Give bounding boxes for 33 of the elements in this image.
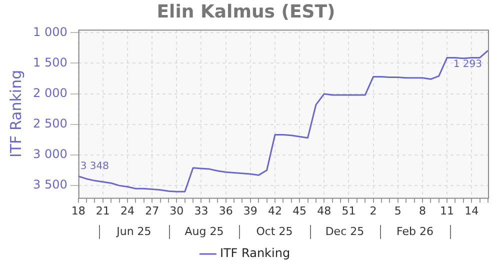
x-tick-label: 39 — [243, 204, 258, 218]
x-tick-label: 8 — [418, 204, 426, 218]
y-tick-label: 1 500 — [32, 55, 68, 70]
y-tick-label: 2 500 — [32, 116, 68, 131]
legend-label: ITF Ranking — [220, 246, 290, 260]
x-tick-label: 33 — [194, 204, 208, 218]
x-tick-label: 2 — [370, 204, 377, 218]
x-tick-label: 24 — [120, 204, 135, 218]
x-tick-label: 27 — [145, 204, 160, 218]
data-label: 1 293 — [453, 59, 482, 70]
y-tick-label: 3 000 — [32, 147, 68, 162]
data-label: 3 348 — [80, 160, 109, 172]
x-tick-label: 11 — [440, 204, 454, 218]
y-axis-title: ITF Ranking — [6, 70, 25, 158]
x-tick-label: 45 — [292, 204, 307, 218]
text: Oct 25 — [256, 224, 293, 238]
x-tick-label: 18 — [71, 204, 86, 218]
x-tick-label: 5 — [394, 204, 402, 218]
text: Feb 26 — [396, 224, 434, 238]
x-tick-label: 36 — [218, 204, 233, 218]
x-tick-label: 30 — [170, 204, 184, 218]
text: Aug 25 — [184, 224, 224, 238]
y-tick-label: 2 000 — [32, 86, 68, 100]
x-tick-label: 14 — [464, 204, 479, 218]
x-tick-label: 48 — [317, 204, 332, 218]
y-tick-label: 3 500 — [32, 178, 68, 192]
y-tick-label: 1 000 — [32, 24, 68, 39]
x-tick-label: 51 — [342, 204, 356, 218]
chart-title: Elin Kalmus (EST) — [156, 1, 336, 22]
x-tick-label: 21 — [96, 204, 110, 218]
text: Jun 25 — [116, 224, 152, 238]
text: Dec 25 — [325, 224, 364, 238]
x-tick-label: 42 — [268, 204, 282, 218]
